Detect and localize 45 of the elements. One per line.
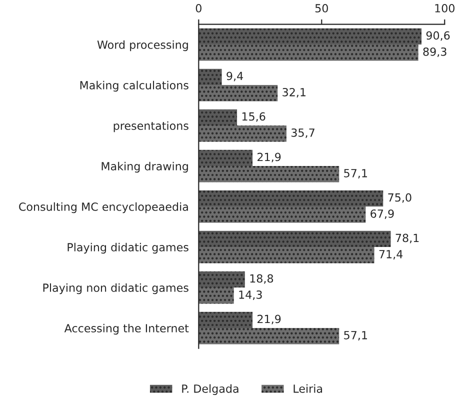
y-tick-label: Playing didatic games — [68, 242, 188, 254]
y-tick-label: Making drawing — [102, 162, 188, 173]
bar — [198, 230, 391, 248]
y-tick-label: Making calculations — [80, 80, 188, 92]
data-label: 18,8 — [250, 274, 274, 284]
data-label: 57,1 — [344, 331, 367, 341]
y-tick-label: Playing non didatic games — [43, 283, 188, 294]
bar — [198, 85, 278, 102]
bar — [198, 68, 222, 86]
data-label: 32,1 — [282, 88, 306, 98]
data-label: 67,9 — [370, 209, 394, 220]
data-label: 75,0 — [388, 193, 412, 203]
data-label: 89,3 — [423, 47, 446, 58]
bar — [198, 271, 245, 288]
data-label: 21,9 — [258, 314, 281, 324]
bar — [198, 28, 422, 45]
y-tick-label: Accessing the Internet — [64, 324, 189, 335]
x-tick-label: 0 — [196, 4, 202, 12]
data-label: 21,9 — [258, 152, 281, 162]
bar — [198, 312, 253, 328]
data-label: 78,1 — [396, 234, 419, 244]
bar — [198, 126, 286, 142]
legend-label: Leiria — [294, 384, 322, 393]
y-tick-label: presentations — [114, 121, 188, 132]
y-tick-label: Consulting MC encyclopeaedia — [19, 202, 188, 214]
y-tick-label: Word processing — [97, 40, 188, 52]
bar — [198, 109, 238, 126]
x-tick-label: 100 — [435, 4, 454, 12]
data-label: 15,6 — [242, 112, 266, 122]
bar — [198, 166, 340, 182]
bar — [198, 44, 418, 61]
data-label: 14,3 — [239, 290, 262, 300]
bar — [198, 328, 340, 344]
bar — [198, 247, 374, 264]
data-label: 35,7 — [291, 128, 314, 138]
data-label: 90,6 — [426, 31, 450, 41]
legend-label: P. Delgada — [182, 384, 238, 395]
bar — [198, 190, 384, 207]
bar — [198, 150, 253, 166]
bar — [198, 288, 234, 304]
data-label: 9,4 — [226, 72, 243, 82]
data-label: 71,4 — [379, 250, 403, 260]
bar — [198, 206, 366, 223]
data-label: 57,1 — [344, 169, 367, 179]
x-tick-label: 50 — [315, 4, 328, 12]
